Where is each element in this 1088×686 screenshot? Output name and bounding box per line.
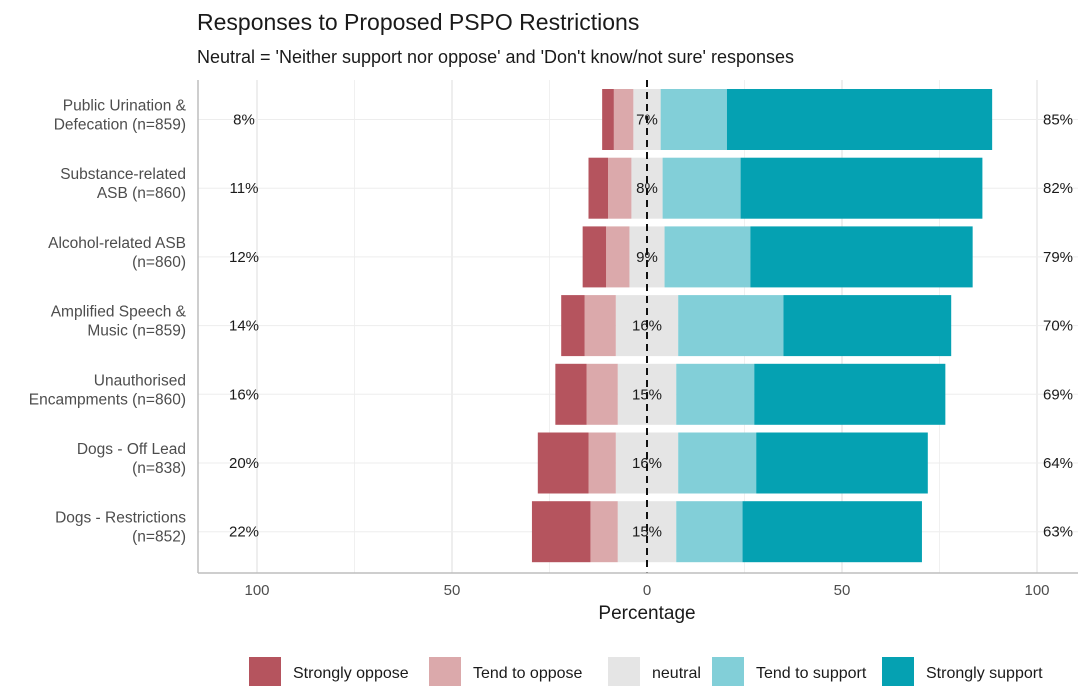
legend-tend-to-support-swatch — [712, 657, 744, 686]
bar-strongly-oppose — [602, 89, 614, 150]
category-label: Amplified Speech & — [51, 304, 187, 321]
bar-strongly-oppose — [582, 226, 607, 288]
category-label: Substance-related — [60, 166, 186, 183]
bar-tend-to-support — [676, 501, 743, 563]
category-label: Dogs - Restrictions — [55, 510, 186, 527]
support-pct-label: 82% — [1043, 180, 1073, 197]
category-label: (n=852) — [132, 529, 186, 546]
bar-tend-to-oppose — [608, 157, 632, 219]
oppose-pct-label: 16% — [229, 386, 259, 403]
bar-tend-to-oppose — [613, 89, 634, 150]
legend-tend-to-oppose-label: Tend to oppose — [473, 665, 583, 682]
oppose-pct-label: 14% — [229, 318, 259, 335]
category-label: Unauthorised — [94, 372, 186, 389]
neutral-pct-label: 15% — [632, 524, 662, 541]
bar-strongly-support — [750, 226, 973, 288]
category-label: Public Urination & — [63, 98, 187, 115]
legend-strongly-oppose-swatch — [249, 657, 281, 686]
oppose-pct-label: 12% — [229, 249, 259, 266]
legend-tend-to-oppose-swatch — [429, 657, 461, 686]
bar-tend-to-oppose — [586, 363, 618, 425]
bar-tend-to-support — [676, 363, 755, 425]
category-label: (n=838) — [132, 460, 186, 477]
support-pct-label: 70% — [1043, 318, 1073, 335]
chart-subtitle: Neutral = 'Neither support nor oppose' a… — [197, 47, 794, 67]
oppose-pct-label: 22% — [229, 524, 259, 541]
oppose-pct-label: 11% — [230, 180, 259, 197]
bar-tend-to-oppose — [588, 432, 616, 494]
support-pct-label: 85% — [1043, 112, 1073, 129]
bar-tend-to-support — [678, 295, 784, 357]
neutral-pct-label: 16% — [632, 455, 662, 472]
legend-tend-to-support-label: Tend to support — [756, 665, 867, 682]
x-axis-label: Percentage — [598, 603, 695, 624]
chart-title: Responses to Proposed PSPO Restrictions — [197, 9, 639, 35]
bar-tend-to-oppose — [606, 226, 630, 288]
bar-strongly-support — [756, 432, 928, 494]
bar-strongly-oppose — [537, 432, 589, 494]
bar-strongly-support — [740, 157, 983, 219]
category-label: Dogs - Off Lead — [77, 441, 186, 458]
support-pct-label: 69% — [1043, 386, 1073, 403]
neutral-pct-label: 9% — [636, 249, 658, 266]
oppose-pct-label: 8% — [233, 112, 255, 129]
category-label: (n=860) — [132, 254, 186, 271]
bar-strongly-support — [726, 89, 993, 150]
bar-strongly-oppose — [561, 295, 585, 357]
oppose-pct-label: 20% — [229, 455, 259, 472]
category-label: Alcohol-related ASB — [48, 235, 186, 252]
bar-strongly-oppose — [555, 363, 587, 425]
bar-tend-to-oppose — [590, 501, 618, 563]
support-pct-label: 64% — [1043, 455, 1073, 472]
category-label: Encampments (n=860) — [29, 391, 186, 408]
legend-neutral-label: neutral — [652, 665, 701, 682]
x-tick-label: 50 — [444, 582, 461, 599]
x-tick-label: 0 — [643, 582, 651, 599]
x-tick-label: 100 — [244, 582, 269, 599]
bar-strongly-support — [783, 295, 952, 357]
bar-strongly-support — [742, 501, 922, 563]
bar-tend-to-support — [664, 226, 751, 288]
legend-strongly-support-label: Strongly support — [926, 665, 1043, 682]
x-tick-label: 50 — [834, 582, 851, 599]
legend-strongly-support-swatch — [882, 657, 914, 686]
bar-strongly-oppose — [588, 157, 608, 219]
category-label: Defecation (n=859) — [54, 117, 186, 134]
category-label: Music (n=859) — [87, 323, 186, 340]
category-label: ASB (n=860) — [97, 185, 186, 202]
legend-neutral-swatch — [608, 657, 640, 686]
support-pct-label: 79% — [1043, 249, 1073, 266]
bar-strongly-support — [754, 363, 946, 425]
bar-tend-to-support — [660, 89, 727, 150]
support-pct-label: 63% — [1043, 524, 1073, 541]
bar-strongly-oppose — [531, 501, 591, 563]
bar-tend-to-support — [678, 432, 757, 494]
bar-tend-to-oppose — [584, 295, 616, 357]
bar-tend-to-support — [662, 157, 741, 219]
x-tick-label: 100 — [1024, 582, 1049, 599]
legend-strongly-oppose-label: Strongly oppose — [293, 665, 409, 682]
